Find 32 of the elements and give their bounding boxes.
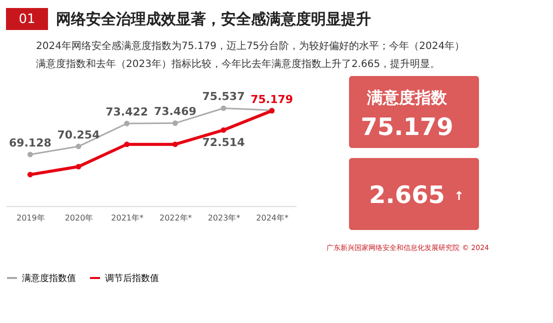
text: 满意度指数 [366, 88, 448, 107]
x-tick-label: 2019年 [16, 214, 45, 222]
data-label: 72.514 [202, 136, 246, 150]
point [124, 120, 130, 126]
text: 01 [18, 12, 36, 27]
point [172, 142, 178, 148]
point [27, 152, 33, 158]
chart-subtitle: 2024年网络安全感满意度指数为75.179，迈上75分台阶，为较好偏好的水平；今年（2024年）满意度指数和去年（2023年）指标比较，今年比去年满意度指数上升了2.665，提升明显。 [36, 40, 465, 70]
point [220, 106, 226, 111]
data-label: 75.537 [202, 90, 245, 104]
data-label: 69.128 [8, 136, 52, 150]
x-tick-label: 2021年* [111, 214, 144, 222]
text: ↑ [454, 189, 464, 203]
x-tick-label: 2024年* [256, 214, 289, 222]
point [76, 164, 82, 170]
data-label: 73.422 [106, 106, 148, 119]
point [220, 127, 226, 133]
point [172, 120, 178, 126]
data-label: 75.179 [250, 92, 294, 106]
text: 75.179 [360, 113, 454, 141]
x-tick-label: 2023年* [208, 214, 240, 222]
text: 2.665 [369, 181, 445, 209]
data-label: 70.254 [57, 128, 100, 142]
data-label: 73.469 [154, 105, 196, 118]
legend-label: 调节后指数值 [105, 273, 159, 284]
point [76, 144, 82, 150]
chart-title: 网络安全治理成效显著，安全感满意度明显提升 [56, 10, 371, 28]
point [124, 142, 130, 148]
legend-label: 满意度指数值 [22, 273, 76, 284]
x-tick-label: 2022年* [159, 214, 192, 222]
x-tick-label: 2020年 [64, 214, 94, 222]
point [27, 172, 33, 178]
